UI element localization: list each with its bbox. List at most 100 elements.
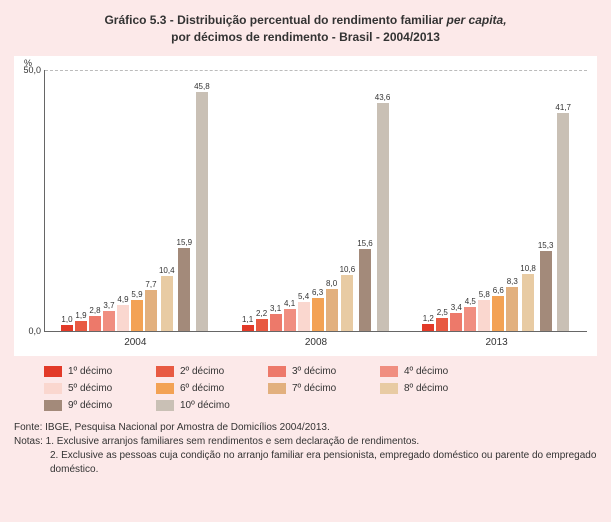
bar <box>359 249 371 330</box>
bar-column: 43,6 <box>375 70 391 331</box>
bar-column: 2,2 <box>256 70 268 331</box>
x-axis-label: 2013 <box>486 337 508 348</box>
bar <box>422 324 434 330</box>
bar-value-label: 10,4 <box>159 266 175 275</box>
chart-title: Gráfico 5.3 - Distribuição percentual do… <box>14 12 597 46</box>
bar-column: 3,1 <box>270 70 282 331</box>
bar-value-label: 6,6 <box>493 286 504 295</box>
bar-value-label: 2,5 <box>437 308 448 317</box>
legend-item: 4º décimo <box>380 366 470 377</box>
bar <box>131 300 143 331</box>
bar-column: 10,8 <box>520 70 536 331</box>
legend-label: 1º décimo <box>68 366 112 377</box>
legend-label: 7º décimo <box>292 383 336 394</box>
bar-column: 2,8 <box>89 70 101 331</box>
bar <box>522 274 534 330</box>
bar-column: 8,3 <box>506 70 518 331</box>
bar-column: 1,9 <box>75 70 87 331</box>
legend-label: 9º décimo <box>68 400 112 411</box>
bar-column: 3,4 <box>450 70 462 331</box>
chart-plot-area: % 50,0 0,0 1,01,92,83,74,95,97,710,415,9… <box>14 56 597 356</box>
legend-label: 5º décimo <box>68 383 112 394</box>
bar-column: 15,3 <box>538 70 554 331</box>
bar-column: 1,1 <box>242 70 254 331</box>
bar <box>436 318 448 331</box>
bar-column: 4,5 <box>464 70 476 331</box>
bar-column: 5,4 <box>298 70 310 331</box>
title-line1-italic: per capita, <box>447 13 507 27</box>
bar-value-label: 2,8 <box>89 306 100 315</box>
bar-group: 1,01,92,83,74,95,97,710,415,945,82004 <box>61 70 210 331</box>
bar-column: 3,7 <box>103 70 115 331</box>
bar-value-label: 15,9 <box>177 238 193 247</box>
bar-column: 1,0 <box>61 70 73 331</box>
bar-value-label: 5,9 <box>131 290 142 299</box>
legend-label: 2º décimo <box>180 366 224 377</box>
bar <box>75 321 87 331</box>
bar <box>256 319 268 330</box>
legend-item: 2º décimo <box>156 366 246 377</box>
bar <box>89 316 101 331</box>
legend-item: 7º décimo <box>268 383 358 394</box>
bar <box>242 325 254 331</box>
bar-value-label: 1,1 <box>242 315 253 324</box>
bar <box>312 298 324 331</box>
legend-swatch <box>268 366 286 377</box>
bar <box>326 289 338 331</box>
bar-column: 5,8 <box>478 70 490 331</box>
bar-column: 15,6 <box>357 70 373 331</box>
bar <box>557 113 569 331</box>
bar-column: 1,2 <box>422 70 434 331</box>
bar-value-label: 15,3 <box>538 241 554 250</box>
legend-swatch <box>156 383 174 394</box>
legend: 1º décimo 2º décimo 3º décimo 4º décimo 5º d… <box>14 366 597 411</box>
bar <box>145 290 157 330</box>
bar-value-label: 45,8 <box>194 82 210 91</box>
bar-column: 41,7 <box>555 70 571 331</box>
bar <box>117 305 129 331</box>
bar-column: 5,9 <box>131 70 143 331</box>
bar-value-label: 8,0 <box>326 279 337 288</box>
fonte-text: Fonte: IBGE, Pesquisa Nacional por Amost… <box>14 421 597 435</box>
bar-value-label: 4,1 <box>284 299 295 308</box>
bar-value-label: 2,2 <box>256 309 267 318</box>
bar <box>103 311 115 330</box>
plot: 50,0 0,0 1,01,92,83,74,95,97,710,415,945… <box>44 70 587 332</box>
bar-value-label: 6,3 <box>312 288 323 297</box>
bar-value-label: 3,4 <box>451 303 462 312</box>
legend-item: 3º décimo <box>268 366 358 377</box>
ytick-bottom: 0,0 <box>28 326 45 336</box>
bar-value-label: 43,6 <box>375 93 391 102</box>
legend-swatch <box>380 383 398 394</box>
bar-value-label: 15,6 <box>357 239 373 248</box>
bar-column: 15,9 <box>177 70 193 331</box>
legend-label: 8º décimo <box>404 383 448 394</box>
footer: Fonte: IBGE, Pesquisa Nacional por Amost… <box>14 421 597 477</box>
legend-swatch <box>44 366 62 377</box>
bar-column: 8,0 <box>326 70 338 331</box>
bar-column: 4,1 <box>284 70 296 331</box>
legend-item: 9º décimo <box>44 400 134 411</box>
nota1-text: Notas: 1. Exclusive arranjos familiares … <box>14 435 597 449</box>
bar-column: 4,9 <box>117 70 129 331</box>
bar <box>450 313 462 331</box>
bar-value-label: 1,2 <box>423 314 434 323</box>
bar-column: 2,5 <box>436 70 448 331</box>
legend-label: 4º décimo <box>404 366 448 377</box>
bar-group: 1,12,23,14,15,46,38,010,615,643,62008 <box>242 70 391 331</box>
legend-label: 3º décimo <box>292 366 336 377</box>
bar-value-label: 41,7 <box>555 103 571 112</box>
bar-group: 1,22,53,44,55,86,68,310,815,341,72013 <box>422 70 571 331</box>
bar-column: 6,3 <box>312 70 324 331</box>
bar <box>540 251 552 331</box>
nota2-text: 2. Exclusive as pessoas cuja condição no… <box>14 449 597 477</box>
bar-value-label: 5,8 <box>479 290 490 299</box>
bar-value-label: 10,8 <box>520 264 536 273</box>
legend-item: 6º décimo <box>156 383 246 394</box>
bar-value-label: 3,1 <box>270 304 281 313</box>
bar-column: 7,7 <box>145 70 157 331</box>
bar-column: 45,8 <box>194 70 210 331</box>
x-axis-label: 2008 <box>305 337 327 348</box>
bar <box>61 325 73 330</box>
bar <box>270 314 282 330</box>
